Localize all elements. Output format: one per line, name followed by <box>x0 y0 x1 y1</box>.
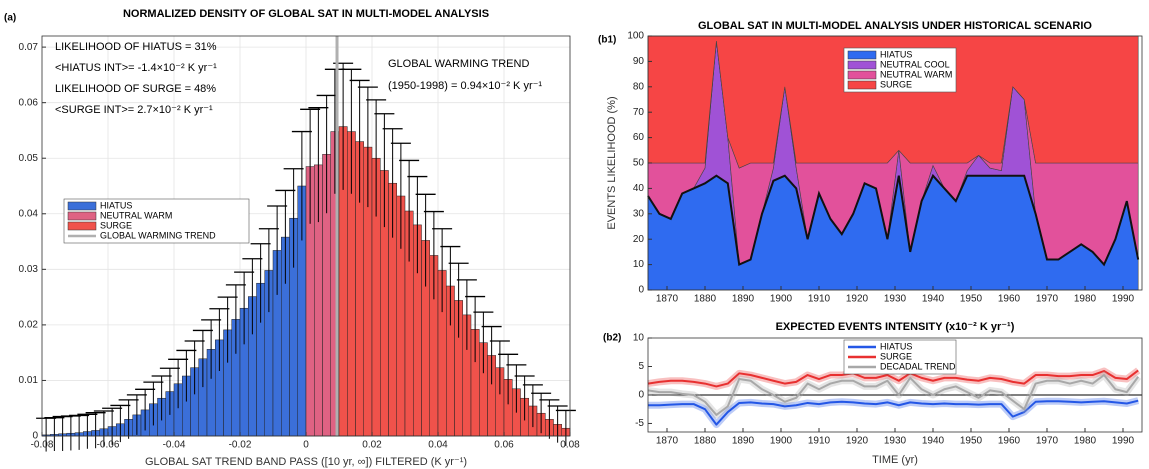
legend-swatch <box>847 80 877 90</box>
x-axis-label: TIME (yr) <box>872 454 918 466</box>
legend-swatch <box>67 221 97 231</box>
series-line <box>648 399 1139 426</box>
x-tick-label: 1870 <box>656 436 679 447</box>
x-tick-label: 0.06 <box>494 440 514 451</box>
annotation: LIKELIHOOD OF SURGE = 48% <box>55 83 216 95</box>
x-tick-label: 1910 <box>808 436 831 447</box>
legend-label: HIATUS <box>100 200 132 210</box>
legend-label: NEUTRAL COOL <box>880 59 950 69</box>
legend-label: HIATUS <box>880 49 912 59</box>
annotation: <HIATUS INT>= -1.4×10⁻² K yr⁻¹ <box>55 62 217 74</box>
legend-swatch <box>847 70 877 80</box>
y-tick-label: 20 <box>633 234 645 245</box>
x-tick-label: 1930 <box>884 436 907 447</box>
y-tick-label: 90 <box>633 56 645 67</box>
y-tick-label: 5 <box>638 361 644 372</box>
x-tick-label: 1930 <box>884 294 907 305</box>
x-tick-label: 1940 <box>922 436 945 447</box>
series-line <box>647 369 1139 388</box>
x-tick-label: 1920 <box>846 294 869 305</box>
x-tick-label: -0.06 <box>97 440 120 451</box>
x-tick-label: 0.08 <box>560 440 580 451</box>
legend-swatch <box>847 60 877 70</box>
y-tick-label: 0.01 <box>19 375 39 386</box>
y-tick-label: 0 <box>638 390 644 401</box>
legend-label: HIATUS <box>880 341 912 351</box>
panel-label: (b1) <box>598 35 616 46</box>
y-tick-label: 0.06 <box>19 97 39 108</box>
y-tick-label: 10 <box>633 259 645 270</box>
x-tick-label: 1900 <box>770 294 793 305</box>
legend-swatch <box>847 50 877 60</box>
annotation: <SURGE INT>= 2.7×10⁻² K yr⁻¹ <box>55 104 213 116</box>
x-tick-label: 1880 <box>694 294 717 305</box>
x-tick-label: 1910 <box>808 294 831 305</box>
chart-title: GLOBAL SAT IN MULTI-MODEL ANALYSIS UNDER… <box>698 20 1092 32</box>
y-tick-label: 50 <box>633 158 645 169</box>
y-tick-label: 80 <box>633 81 645 92</box>
legend-label: SURGE <box>880 351 912 361</box>
y-tick-label: 30 <box>633 208 645 219</box>
series-line <box>647 374 1140 416</box>
y-axis-label: EVENTS LIKELIHOOD (%) <box>606 96 618 229</box>
legend-label: SURGE <box>100 220 132 230</box>
panel-label: (b2) <box>603 333 621 344</box>
y-tick-label: 0.03 <box>19 264 39 275</box>
x-tick-label: -0.08 <box>31 440 54 451</box>
x-tick-label: 1900 <box>770 436 793 447</box>
y-tick-label: 70 <box>633 107 645 118</box>
legend-label: GLOBAL WARMING TREND <box>100 230 216 240</box>
x-tick-label: 1920 <box>846 436 869 447</box>
y-tick-label: 0.02 <box>19 320 39 331</box>
y-tick-label: 0.05 <box>19 153 39 164</box>
x-tick-label: 1970 <box>1036 294 1059 305</box>
y-tick-label: 0 <box>638 285 644 296</box>
x-tick-label: 1870 <box>656 294 679 305</box>
legend-swatch <box>67 211 97 221</box>
x-tick-label: 0.02 <box>362 440 382 451</box>
legend-label: NEUTRAL WARM <box>100 210 172 220</box>
x-tick-label: 1980 <box>1074 294 1097 305</box>
y-tick-label: 40 <box>633 183 645 194</box>
y-tick-label: -5 <box>635 418 644 429</box>
x-tick-label: 1990 <box>1112 436 1135 447</box>
legend-swatch <box>67 201 97 211</box>
x-tick-label: 1890 <box>732 294 755 305</box>
annotation: LIKELIHOOD OF HIATUS = 31% <box>55 41 217 53</box>
x-tick-label: 1890 <box>732 436 755 447</box>
x-tick-label: 1970 <box>1036 436 1059 447</box>
x-tick-label: 1880 <box>694 436 717 447</box>
legend-label: DECADAL TREND <box>880 361 956 371</box>
y-tick-label: 10 <box>633 333 645 344</box>
x-tick-label: 0 <box>303 440 309 451</box>
x-tick-label: 1980 <box>1074 436 1097 447</box>
y-tick-label: 0 <box>32 431 38 442</box>
x-tick-label: -0.02 <box>229 440 252 451</box>
x-tick-label: 1960 <box>998 436 1021 447</box>
y-tick-label: 0.04 <box>19 208 39 219</box>
chart-title: EXPECTED EVENTS INTENSITY (x10⁻² K yr⁻¹) <box>776 321 1015 333</box>
annotation: GLOBAL WARMING TREND <box>388 58 529 70</box>
x-tick-label: 1950 <box>960 294 983 305</box>
x-tick-label: -0.04 <box>163 440 186 451</box>
boundary-line <box>647 173 1140 267</box>
x-tick-label: 1940 <box>922 294 945 305</box>
y-tick-label: 0.07 <box>19 42 39 53</box>
y-tick-label: 100 <box>627 31 644 42</box>
annotation: (1950-1998) = 0.94×10⁻² K yr⁻¹ <box>388 80 542 92</box>
chart-title: NORMALIZED DENSITY OF GLOBAL SAT IN MULT… <box>123 8 489 20</box>
legend-label: NEUTRAL WARM <box>880 69 952 79</box>
x-tick-label: 1990 <box>1112 294 1135 305</box>
x-tick-label: 1950 <box>960 436 983 447</box>
x-tick-label: 0.04 <box>428 440 448 451</box>
x-tick-label: 1960 <box>998 294 1021 305</box>
x-axis-label: GLOBAL SAT TREND BAND PASS ([10 yr, ∞]) … <box>145 456 467 468</box>
legend-label: SURGE <box>880 79 912 89</box>
panel-label: (a) <box>4 13 16 24</box>
y-tick-label: 60 <box>633 132 645 143</box>
